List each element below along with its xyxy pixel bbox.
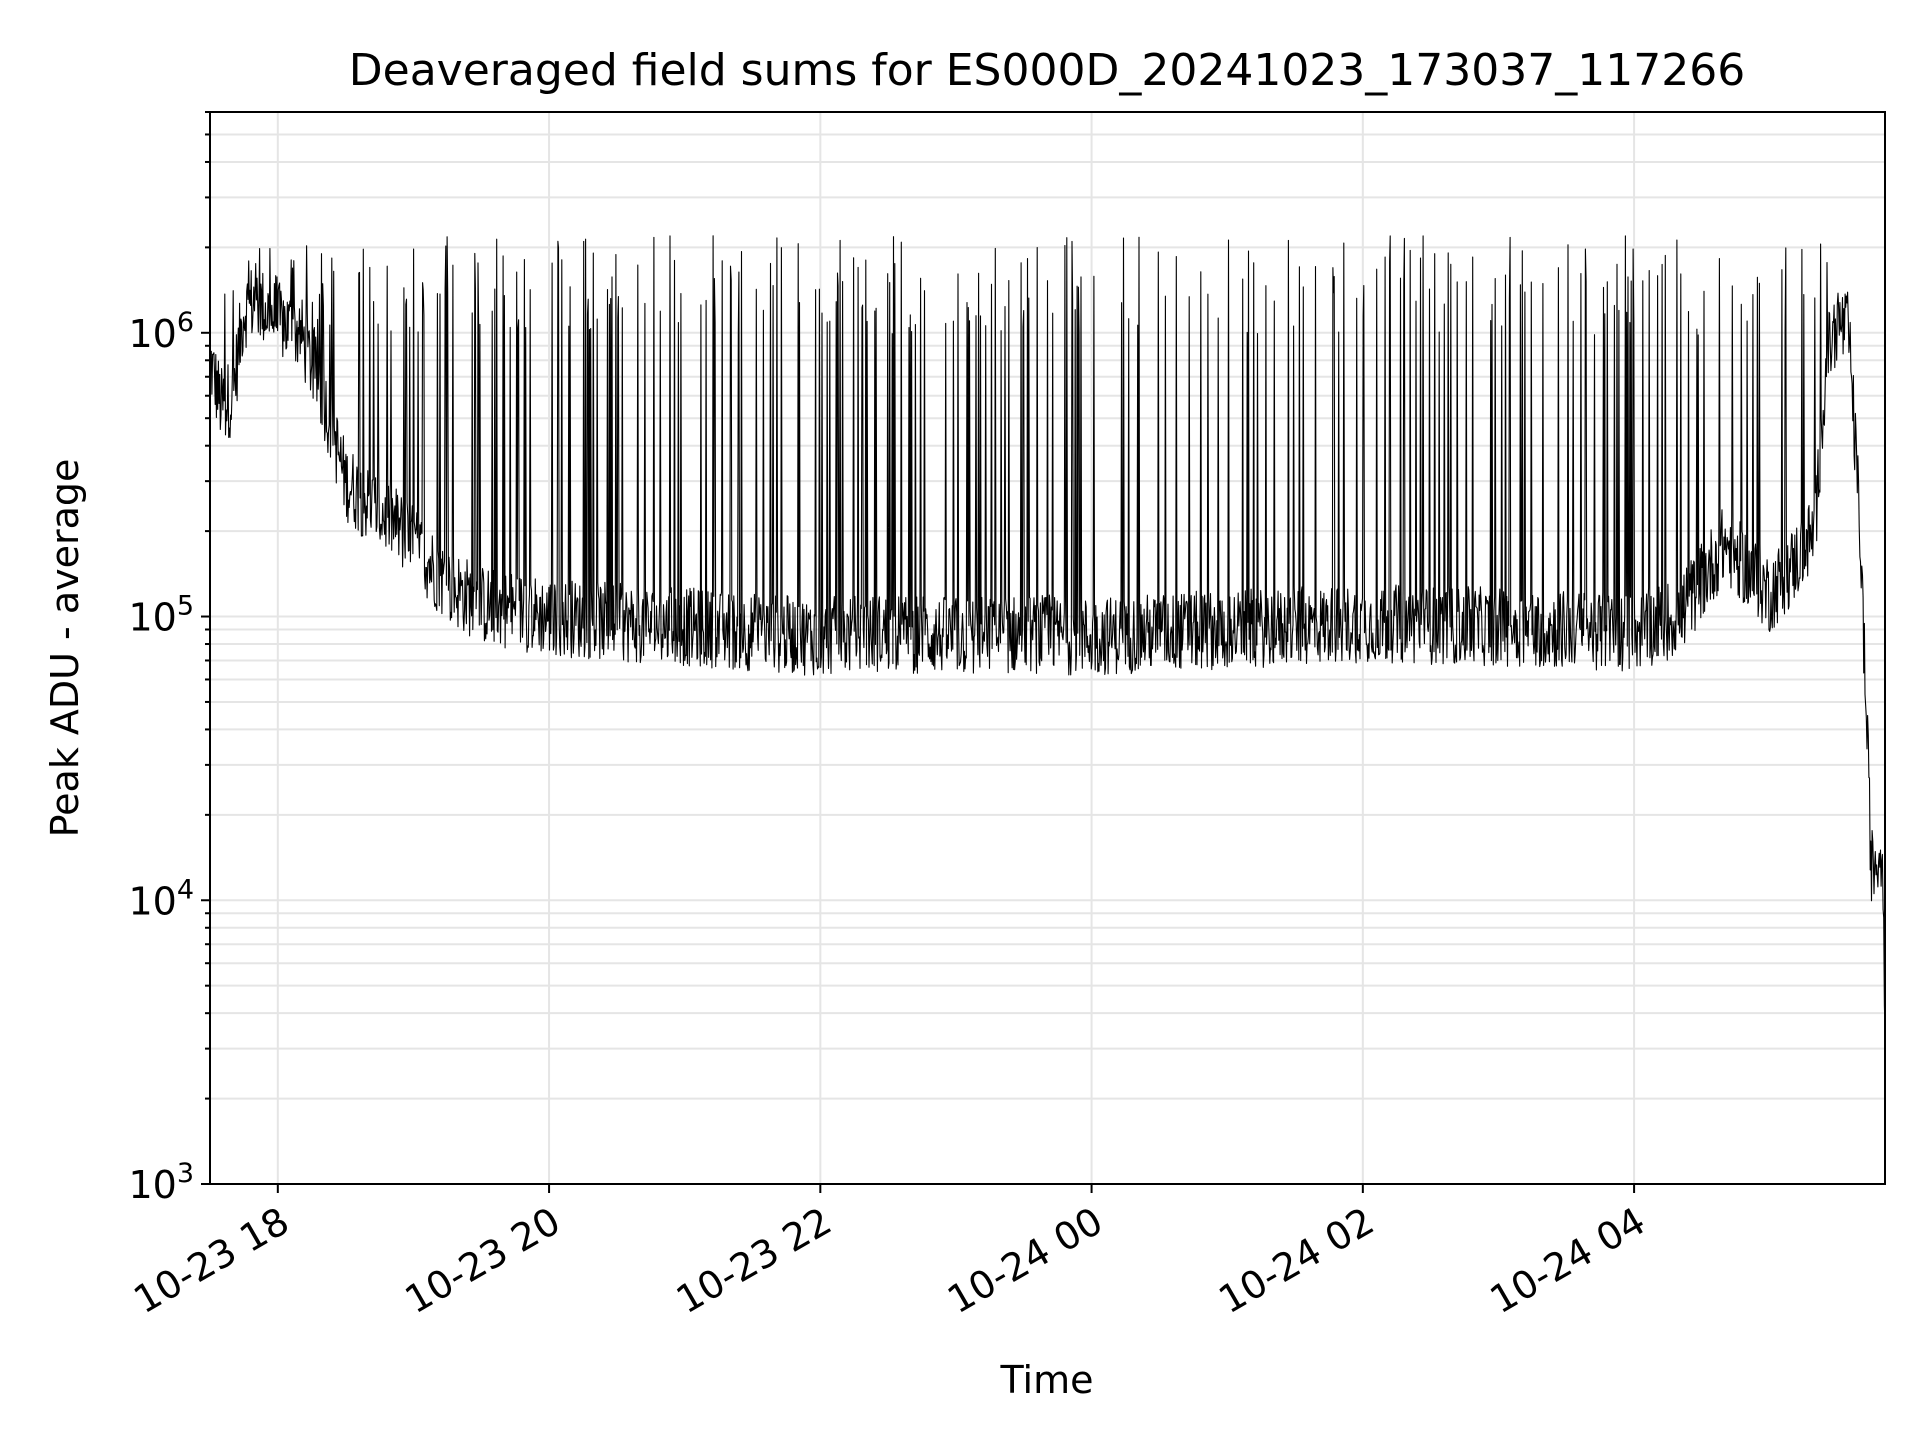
y-tick-exponent: 4 [177, 874, 194, 905]
y-axis-label: Peak ADU - average [43, 459, 87, 838]
y-tick-base: 10 [128, 312, 176, 356]
y-tick-base: 10 [128, 1163, 176, 1207]
series-line [209, 235, 1886, 1032]
plot-frame [209, 111, 1886, 1185]
y-tick-label: 105 [128, 591, 194, 640]
y-tick-exponent: 6 [177, 307, 194, 338]
chart-title: Deaveraged field sums for ES000D_2024102… [349, 45, 1745, 96]
plot-area [209, 235, 1886, 1032]
y-tick-base: 10 [128, 879, 176, 923]
y-tick-exponent: 5 [177, 591, 194, 622]
y-tick-label: 103 [128, 1158, 194, 1207]
y-tick-label: 106 [128, 307, 194, 356]
y-tick-base: 10 [128, 596, 176, 640]
y-tick-exponent: 3 [177, 1158, 194, 1189]
y-tick-label: 104 [128, 874, 194, 923]
x-axis-label: Time [1000, 1358, 1094, 1402]
